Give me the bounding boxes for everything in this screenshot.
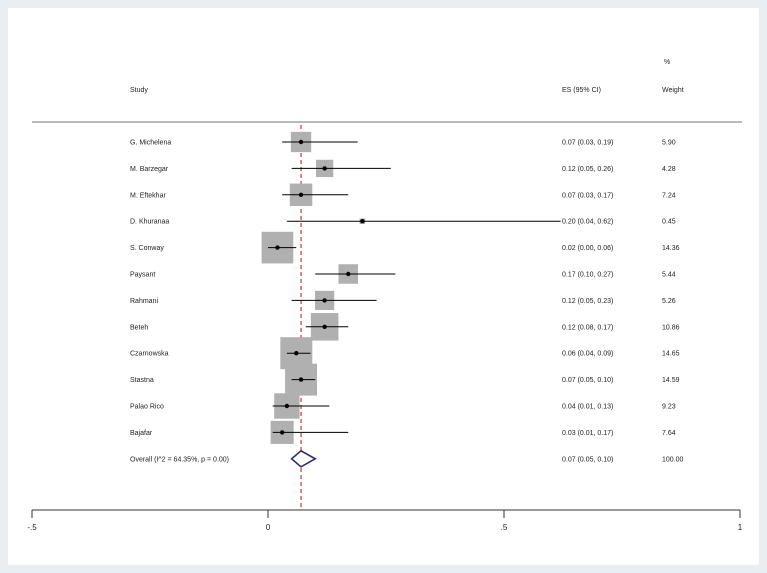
overall-diamond — [290, 449, 317, 468]
study-point-estimate — [322, 324, 327, 329]
study-ci-text: 0.07 (0.03, 0.19) — [562, 140, 613, 147]
study-ci-text: 0.06 (0.04, 0.09) — [562, 351, 613, 358]
study-weight-text: 7.24 — [662, 192, 676, 199]
study-point-estimate — [284, 403, 290, 409]
study-weight-text: 14.65 — [662, 351, 680, 358]
study-ci-text: 0.12 (0.05, 0.23) — [562, 298, 613, 305]
x-axis-tick-label: .5 — [501, 523, 508, 532]
study-ci-text: 0.03 (0.01, 0.17) — [562, 430, 613, 437]
x-axis-tick-label: -.5 — [27, 523, 37, 532]
study-name: Rahmani — [130, 298, 158, 305]
study-weight-text: 0.45 — [662, 219, 676, 226]
chart-panel — [8, 8, 759, 565]
study-name: G. Michelena — [130, 140, 171, 147]
study-name: Bajafar — [130, 430, 153, 437]
header-weight: Weight — [662, 87, 684, 94]
study-point-estimate — [360, 219, 365, 224]
study-weight-text: 14.36 — [662, 245, 680, 252]
study-ci-text: 0.20 (0.04, 0.62) — [562, 219, 613, 226]
header-weight-percent: % — [664, 59, 670, 66]
study-point-estimate — [275, 245, 280, 250]
study-ci-text: 0.02 (0.00, 0.06) — [562, 245, 613, 252]
study-point-estimate — [298, 377, 304, 382]
study-weight-text: 10.86 — [662, 324, 680, 331]
overall-weight-text: 100.00 — [662, 456, 684, 463]
study-name: Beteh — [130, 324, 148, 331]
header-study: Study — [130, 87, 148, 94]
study-name: Czarnowska — [130, 351, 169, 358]
x-axis-tick-label: 1 — [738, 523, 743, 532]
study-name: S. Conway — [130, 245, 164, 252]
study-weight-text: 9.23 — [662, 404, 676, 411]
study-ci-text: 0.04 (0.01, 0.13) — [562, 404, 613, 411]
study-name: Stastna — [130, 377, 154, 384]
study-point-estimate — [346, 271, 351, 277]
study-point-estimate — [322, 298, 327, 303]
study-weight-text: 5.44 — [662, 272, 676, 279]
study-name: M. Eftekhar — [130, 192, 166, 199]
study-point-estimate — [294, 351, 299, 356]
study-weight-text: 14.59 — [662, 377, 680, 384]
study-point-estimate — [298, 192, 304, 197]
study-weight-text: 4.28 — [662, 166, 676, 173]
study-point-estimate — [298, 139, 304, 145]
study-ci-text: 0.12 (0.05, 0.26) — [562, 166, 613, 173]
study-weight-text: 5.90 — [662, 140, 676, 147]
header-es: ES (95% CI) — [562, 87, 601, 94]
study-name: Paysant — [130, 272, 155, 279]
overall-label: Overall (I^2 = 64.35%, p = 0.00) — [130, 456, 229, 463]
study-point-estimate — [322, 166, 327, 171]
study-name: Palao Rico — [130, 404, 164, 411]
study-weight-text: 5.26 — [662, 298, 676, 305]
study-name: D. Khuranaa — [130, 219, 169, 226]
overall-ci-text: 0.07 (0.05, 0.10) — [562, 456, 613, 463]
study-weight-text: 7.64 — [662, 430, 676, 437]
study-ci-text: 0.07 (0.03, 0.17) — [562, 192, 613, 199]
study-point-estimate — [279, 430, 285, 435]
study-ci-text: 0.17 (0.10, 0.27) — [562, 272, 613, 279]
study-ci-text: 0.12 (0.08, 0.17) — [562, 324, 613, 331]
study-name: M. Barzegar — [130, 166, 169, 173]
x-axis-tick-label: 0 — [266, 523, 271, 532]
study-ci-text: 0.07 (0.05, 0.10) — [562, 377, 613, 384]
